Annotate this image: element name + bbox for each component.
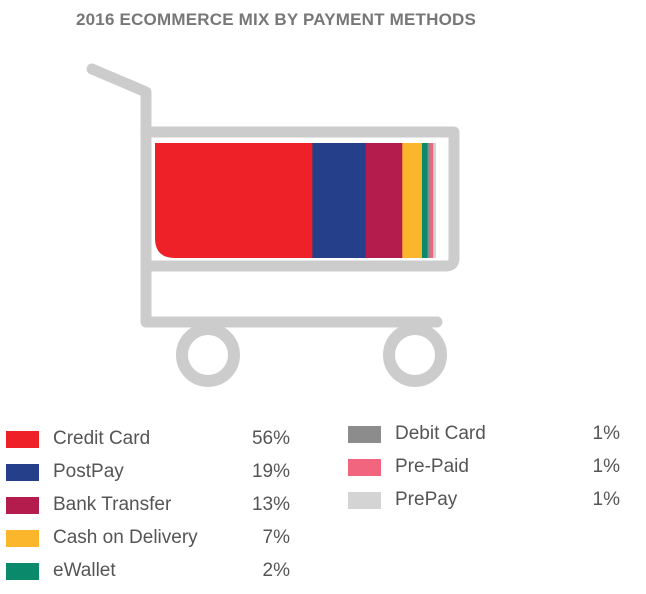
chart-title: 2016 ECOMMERCE MIX BY PAYMENT METHODS	[76, 10, 477, 29]
legend-item-prepay: PrePay 1%	[348, 489, 620, 511]
left-wheel	[176, 323, 240, 387]
legend-value: 1%	[592, 423, 620, 444]
right-wheel	[383, 323, 447, 387]
legend-label: PrePay	[395, 489, 458, 510]
legend-item-ewallet: eWallet 2%	[6, 560, 290, 582]
legend-label: Credit Card	[53, 428, 151, 449]
legend-value: 56%	[251, 428, 290, 449]
bar-segment-prepay	[433, 143, 436, 258]
legend-swatch	[6, 497, 39, 514]
legend-item-cash-on-delivery: Cash on Delivery 7%	[6, 527, 290, 549]
legend-value: 1%	[592, 456, 620, 477]
legend-value: 7%	[262, 527, 290, 548]
cart-frame	[86, 63, 460, 328]
legend-swatch	[348, 459, 381, 476]
legend-swatch	[348, 492, 381, 509]
legend-value: 13%	[251, 494, 290, 515]
legend-value: 2%	[262, 560, 290, 581]
legend-item-credit-card: Credit Card 56%	[6, 428, 290, 450]
legend-value: 1%	[592, 489, 620, 510]
legend-label: Cash on Delivery	[53, 527, 198, 548]
bar-segment-bank-transfer	[365, 143, 403, 258]
bar-segment-credit-card	[155, 143, 313, 258]
bar-segment-ewallet	[421, 143, 428, 258]
legend-label: Debit Card	[395, 423, 486, 444]
legend-swatch	[348, 426, 381, 443]
legend-label: PostPay	[53, 461, 124, 482]
legend-label: Bank Transfer	[53, 494, 172, 515]
bar-segment-pre-paid	[430, 143, 434, 258]
stacked-bar	[155, 143, 436, 258]
bar-segment-debit-card	[427, 143, 431, 258]
legend-item-pre-paid: Pre-Paid 1%	[348, 456, 620, 478]
bar-segment-cash-on-delivery	[402, 143, 423, 258]
legend-swatch	[6, 530, 39, 547]
legend-label: Pre-Paid	[395, 456, 469, 477]
legend-swatch	[6, 431, 39, 448]
cart-wheels	[176, 323, 447, 387]
legend-swatch	[6, 563, 39, 580]
legend-item-debit-card: Debit Card 1%	[348, 423, 620, 445]
legend-label: eWallet	[53, 560, 116, 581]
bar-segment-postpay	[312, 143, 367, 258]
shopping-cart-icon	[86, 63, 460, 387]
legend-item-bank-transfer: Bank Transfer 13%	[6, 494, 290, 516]
legend-value: 19%	[251, 461, 290, 482]
legend-item-postpay: PostPay 19%	[6, 461, 290, 483]
legend-swatch	[6, 464, 39, 481]
